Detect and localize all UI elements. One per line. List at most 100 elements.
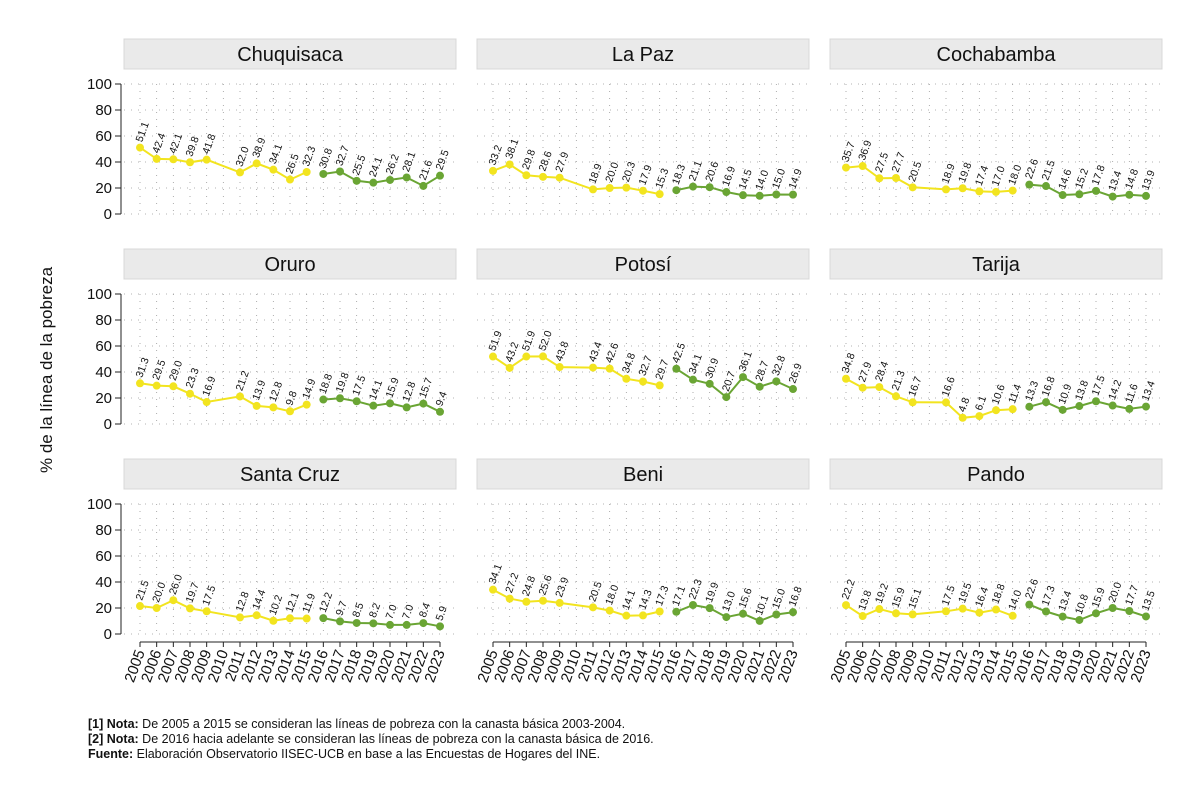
data-label: 16.9 — [720, 165, 738, 188]
y-tick-label: 100 — [87, 76, 112, 93]
data-point — [975, 412, 984, 421]
data-point — [352, 618, 361, 627]
data-label: 22.6 — [1023, 157, 1041, 180]
data-point — [1058, 405, 1067, 414]
data-point — [286, 407, 294, 416]
panel-chuquisaca: Chuquisaca02040608010051.142.442.139.841… — [87, 38, 457, 223]
data-point — [1075, 402, 1084, 411]
data-point — [639, 611, 647, 620]
data-point — [705, 183, 714, 192]
data-label: 16.6 — [940, 375, 958, 398]
data-label: 25.6 — [537, 573, 555, 596]
data-point — [789, 190, 797, 199]
y-tick-label: 60 — [95, 548, 112, 565]
data-point — [369, 178, 378, 187]
panel-beni: Beni200520062007200820092010201120122013… — [474, 458, 810, 685]
series-line-canasta-2003-2004 — [492, 588, 660, 617]
data-label: 27.5 — [873, 151, 891, 174]
data-label: 11.9 — [300, 592, 318, 615]
data-point — [705, 604, 714, 613]
data-label: 10.9 — [1056, 382, 1074, 405]
y-tick-label: 80 — [95, 522, 112, 539]
data-point — [1025, 180, 1034, 189]
y-tick-label: 20 — [95, 180, 112, 197]
series-line-canasta-2003-2004 — [845, 164, 1013, 193]
panel-title: Pando — [967, 464, 1025, 486]
data-label: 29.0 — [167, 359, 185, 382]
data-label: 10.6 — [990, 383, 1008, 406]
data-point — [755, 616, 764, 625]
data-point — [975, 608, 984, 617]
data-point — [252, 159, 261, 168]
data-point — [369, 401, 378, 410]
data-label: 15.6 — [737, 586, 755, 609]
data-point — [555, 598, 564, 607]
data-point — [539, 596, 547, 605]
panel-strip — [829, 38, 1163, 70]
data-label: 27.7 — [890, 151, 908, 174]
data-label: 32.7 — [637, 354, 655, 377]
data-point — [136, 602, 144, 611]
data-point — [169, 155, 178, 164]
panel-pando: Pando20052006200720082009201020112012201… — [827, 458, 1163, 685]
series-line-canasta-2003-2004 — [139, 599, 307, 622]
data-label: 29.5 — [434, 148, 452, 171]
data-point — [336, 617, 344, 626]
data-point — [236, 392, 244, 401]
data-label: 29.5 — [150, 358, 168, 381]
data-label: 26.9 — [787, 362, 805, 385]
data-point — [789, 385, 797, 394]
data-point — [555, 173, 564, 182]
data-label: 20.0 — [1106, 581, 1124, 604]
data-label: 30.9 — [703, 356, 721, 379]
data-label: 10.8 — [1073, 593, 1091, 616]
data-point — [605, 364, 614, 373]
y-tick-label: 100 — [87, 286, 112, 303]
y-tick-label: 20 — [95, 600, 112, 617]
data-point — [958, 413, 967, 422]
data-point — [136, 143, 144, 152]
data-label: 17.5 — [350, 374, 368, 397]
data-label: 12.2 — [317, 591, 335, 614]
data-point — [252, 401, 261, 410]
y-tick-label: 100 — [87, 496, 112, 513]
data-point — [505, 363, 514, 372]
data-label: 18.9 — [587, 162, 605, 185]
data-point — [958, 604, 967, 613]
data-point — [269, 165, 278, 174]
series-line-canasta-2003-2004 — [492, 355, 660, 387]
data-point — [639, 377, 647, 386]
data-label: 51.9 — [487, 329, 505, 352]
data-label: 17.0 — [990, 164, 1008, 187]
y-tick-label: 0 — [104, 626, 112, 643]
data-label: 17.5 — [200, 584, 218, 607]
data-label: 38.9 — [250, 136, 268, 159]
data-point — [202, 607, 211, 616]
data-point — [402, 620, 411, 629]
data-point — [419, 619, 428, 628]
data-label: 25.5 — [350, 153, 368, 176]
data-point — [1042, 398, 1050, 407]
data-point — [286, 175, 294, 184]
data-label: 33.2 — [487, 143, 505, 166]
data-point — [1092, 397, 1100, 406]
data-point — [402, 403, 411, 412]
data-point — [336, 394, 344, 403]
data-label: 5.9 — [434, 604, 450, 622]
data-point — [992, 187, 1000, 196]
data-label: 29.8 — [520, 148, 538, 171]
data-label: 34.1 — [487, 562, 505, 585]
data-label: 36.9 — [856, 139, 874, 162]
data-label: 43.4 — [587, 340, 605, 363]
data-point — [186, 158, 194, 167]
data-point — [236, 168, 244, 177]
data-label: 32.3 — [300, 145, 318, 168]
data-point — [489, 166, 497, 175]
data-point — [1042, 607, 1050, 616]
data-label: 18.9 — [940, 162, 958, 185]
data-point — [436, 171, 444, 180]
chart-notes: [1] Nota: De 2005 a 2015 se consideran l… — [88, 717, 654, 762]
note-2-label: [2] Nota: — [88, 732, 139, 746]
data-point — [1092, 186, 1100, 195]
data-point — [286, 614, 294, 623]
